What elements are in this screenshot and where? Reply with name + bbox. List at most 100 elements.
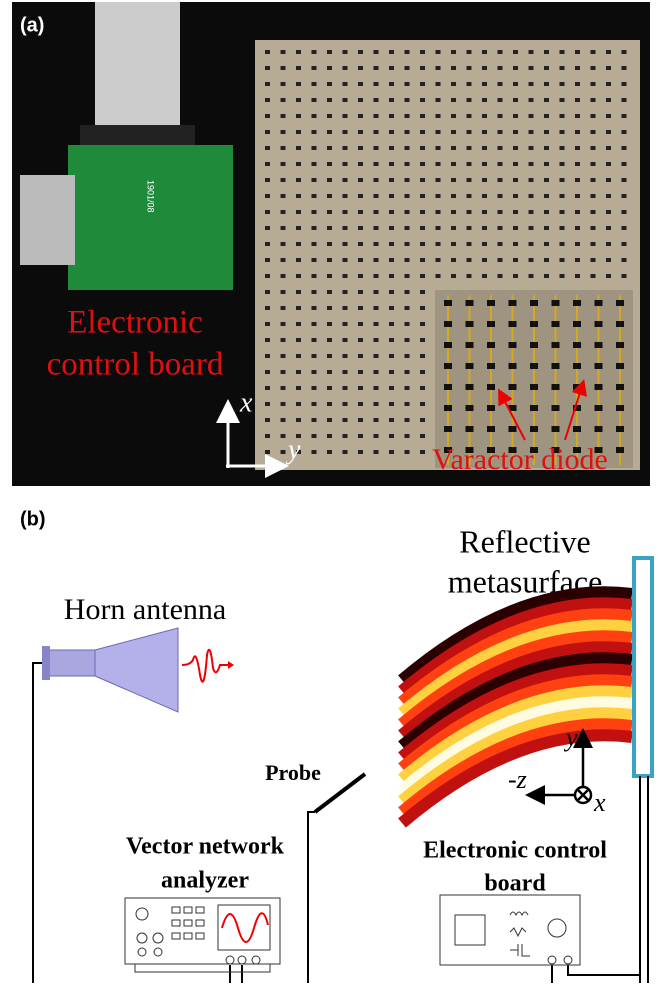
unit-cell xyxy=(529,226,534,230)
unit-cell xyxy=(467,226,472,230)
diode xyxy=(487,363,495,369)
unit-cell xyxy=(451,98,456,102)
unit-cell xyxy=(529,210,534,214)
unit-cell xyxy=(575,274,580,278)
unit-cell xyxy=(420,114,425,118)
unit-cell xyxy=(405,194,410,198)
unit-cell xyxy=(281,178,286,182)
unit-cell xyxy=(591,194,596,198)
unit-cell xyxy=(281,194,286,198)
diode xyxy=(444,426,452,432)
unit-cell xyxy=(327,450,332,454)
unit-cell xyxy=(374,434,379,438)
unit-cell xyxy=(327,162,332,166)
unit-cell xyxy=(529,130,534,134)
unit-cell xyxy=(591,98,596,102)
unit-cell xyxy=(436,210,441,214)
unit-cell xyxy=(374,82,379,86)
unit-cell xyxy=(358,418,363,422)
unit-cell xyxy=(467,146,472,150)
unit-cell xyxy=(420,82,425,86)
unit-cell xyxy=(374,386,379,390)
diode xyxy=(552,426,560,432)
unit-cell xyxy=(591,146,596,150)
unit-cell xyxy=(265,322,270,326)
unit-cell xyxy=(591,210,596,214)
unit-cell xyxy=(420,242,425,246)
diode xyxy=(509,342,517,348)
unit-cell xyxy=(281,402,286,406)
unit-cell xyxy=(529,98,534,102)
unit-cell xyxy=(265,98,270,102)
diode xyxy=(444,384,452,390)
unit-cell xyxy=(498,274,503,278)
panel-label: (a) xyxy=(20,14,44,36)
unit-cell xyxy=(513,98,518,102)
unit-cell xyxy=(606,162,611,166)
unit-cell xyxy=(575,194,580,198)
unit-cell xyxy=(296,130,301,134)
unit-cell xyxy=(498,178,503,182)
unit-cell xyxy=(281,450,286,454)
unit-cell xyxy=(513,274,518,278)
unit-cell xyxy=(327,82,332,86)
unit-cell xyxy=(560,162,565,166)
diode xyxy=(530,321,538,327)
unit-cell xyxy=(498,242,503,246)
unit-cell xyxy=(327,418,332,422)
unit-cell xyxy=(265,82,270,86)
unit-cell xyxy=(622,50,627,54)
axis-label: -z xyxy=(508,765,527,794)
diode xyxy=(530,300,538,306)
unit-cell xyxy=(436,226,441,230)
unit-cell xyxy=(389,290,394,294)
unit-cell xyxy=(281,50,286,54)
unit-cell xyxy=(296,322,301,326)
diode xyxy=(616,384,624,390)
unit-cell xyxy=(622,66,627,70)
panel-label: (b) xyxy=(20,508,46,530)
unit-cell xyxy=(296,386,301,390)
unit-cell xyxy=(312,146,317,150)
unit-cell xyxy=(389,242,394,246)
unit-cell xyxy=(343,50,348,54)
unit-cell xyxy=(343,146,348,150)
probe-label: Probe xyxy=(265,760,321,785)
unit-cell xyxy=(575,98,580,102)
unit-cell xyxy=(575,130,580,134)
unit-cell xyxy=(296,66,301,70)
unit-cell xyxy=(405,146,410,150)
unit-cell xyxy=(498,194,503,198)
unit-cell xyxy=(265,210,270,214)
unit-cell xyxy=(327,210,332,214)
unit-cell xyxy=(622,114,627,118)
unit-cell xyxy=(591,226,596,230)
unit-cell xyxy=(498,50,503,54)
diode xyxy=(466,300,474,306)
unit-cell xyxy=(436,130,441,134)
unit-cell xyxy=(374,162,379,166)
unit-cell xyxy=(405,386,410,390)
unit-cell xyxy=(405,306,410,310)
unit-cell xyxy=(312,290,317,294)
diode-label: Varactor diode xyxy=(432,443,608,476)
unit-cell xyxy=(358,354,363,358)
diode xyxy=(573,300,581,306)
unit-cell xyxy=(327,50,332,54)
unit-cell xyxy=(544,162,549,166)
unit-cell xyxy=(281,354,286,358)
unit-cell xyxy=(389,66,394,70)
diode xyxy=(573,321,581,327)
unit-cell xyxy=(591,82,596,86)
unit-cell xyxy=(296,82,301,86)
unit-cell xyxy=(358,82,363,86)
axis-label: y xyxy=(285,434,301,465)
unit-cell xyxy=(498,258,503,262)
unit-cell xyxy=(296,50,301,54)
diode xyxy=(466,384,474,390)
diode xyxy=(509,384,517,390)
unit-cell xyxy=(606,50,611,54)
unit-cell xyxy=(296,114,301,118)
unit-cell xyxy=(281,258,286,262)
unit-cell xyxy=(389,386,394,390)
